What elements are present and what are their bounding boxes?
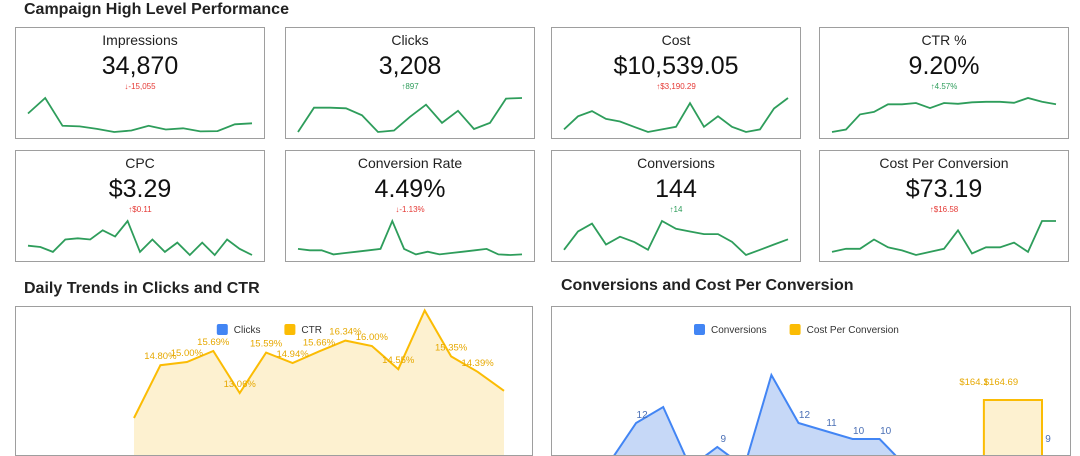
- ctr-data-label: 16.00%: [356, 332, 389, 343]
- kpi-sparkline: [296, 215, 524, 259]
- conversions-data-label: 10: [880, 426, 892, 437]
- kpi-card: Conversions 144↑14: [551, 150, 801, 262]
- sparkline-line: [832, 221, 1056, 255]
- kpi-delta: ↓-15,055: [16, 82, 264, 91]
- conversions-cost-panel: Conversions Cost Per Conversion 12 9 12 11 10 1…: [551, 306, 1071, 456]
- ctr-data-label: 14.39%: [461, 358, 494, 369]
- conversions-data-label: 10: [853, 426, 865, 437]
- right-chart-title: Conversions and Cost Per Conversion: [561, 277, 854, 295]
- kpi-label: Clicks: [286, 32, 534, 48]
- kpi-delta: ↑$3,190.29: [552, 82, 800, 91]
- sparkline-line: [298, 221, 522, 255]
- kpi-value: 34,870: [16, 52, 264, 81]
- kpi-sparkline: [296, 92, 524, 136]
- ctr-data-label: 15.59%: [250, 339, 283, 350]
- conversions-data-label: 9: [1045, 434, 1051, 445]
- kpi-card: Cost $10,539.05↑$3,190.29: [551, 27, 801, 139]
- cost-per-conversion-area: [984, 400, 1042, 456]
- kpi-sparkline: [830, 92, 1058, 136]
- kpi-label: CTR %: [820, 32, 1068, 48]
- kpi-card: Clicks 3,208↑897: [285, 27, 535, 139]
- sparkline-line: [564, 98, 788, 132]
- kpi-sparkline: [26, 215, 254, 259]
- kpi-delta: ↓-1.13%: [286, 205, 534, 214]
- kpi-delta: ↑897: [286, 82, 534, 91]
- sparkline-line: [28, 221, 252, 255]
- kpi-card: CTR % 9.20%↑4.57%: [819, 27, 1069, 139]
- kpi-label: Conversions: [552, 155, 800, 171]
- legend-swatch: [790, 324, 801, 335]
- left-chart-title: Daily Trends in Clicks and CTR: [24, 280, 260, 298]
- kpi-sparkline: [562, 92, 790, 136]
- kpi-delta: ↑$16.58: [820, 205, 1068, 214]
- kpi-label: Cost Per Conversion: [820, 155, 1068, 171]
- kpi-value: 144: [552, 175, 800, 204]
- legend-label: Conversions: [711, 325, 767, 336]
- conversions-data-label: 12: [637, 410, 649, 421]
- cost-per-conversion-data-label: $164.69: [984, 377, 1018, 388]
- ctr-data-label: 15.35%: [435, 342, 468, 353]
- section-title: Campaign High Level Performance: [24, 1, 289, 19]
- kpi-delta: ↑14: [552, 205, 800, 214]
- kpi-value: $73.19: [820, 175, 1068, 204]
- ctr-data-label: 13.06%: [224, 379, 257, 390]
- legend-swatch: [217, 324, 228, 335]
- kpi-label: Conversion Rate: [286, 155, 534, 171]
- kpi-label: Cost: [552, 32, 800, 48]
- ctr-data-label: 15.69%: [197, 337, 230, 348]
- kpi-card: Impressions 34,870↓-15,055: [15, 27, 265, 139]
- ctr-data-label: 15.00%: [171, 348, 204, 359]
- sparkline-line: [298, 98, 522, 132]
- kpi-value: $3.29: [16, 175, 264, 204]
- kpi-value: $10,539.05: [552, 52, 800, 81]
- kpi-delta: ↑4.57%: [820, 82, 1068, 91]
- legend-label: Clicks: [234, 325, 261, 336]
- conversions-cost-chart: Conversions Cost Per Conversion 12 9 12 11 10 1…: [552, 307, 1071, 456]
- kpi-value: 4.49%: [286, 175, 534, 204]
- conversions-data-label: 11: [826, 418, 837, 429]
- conversions-data-label: 9: [721, 434, 727, 445]
- sparkline-line: [28, 98, 252, 132]
- kpi-card: Conversion Rate 4.49%↓-1.13%: [285, 150, 535, 262]
- kpi-card: Cost Per Conversion $73.19↑$16.58: [819, 150, 1069, 262]
- kpi-value: 3,208: [286, 52, 534, 81]
- kpi-sparkline: [830, 215, 1058, 259]
- kpi-label: Impressions: [16, 32, 264, 48]
- legend-label: Cost Per Conversion: [807, 325, 899, 336]
- sparkline-line: [564, 221, 788, 255]
- sparkline-line: [832, 98, 1056, 132]
- kpi-label: CPC: [16, 155, 264, 171]
- kpi-delta: ↑$0.11: [16, 205, 264, 214]
- kpi-sparkline: [562, 215, 790, 259]
- legend-label: CTR: [301, 325, 322, 336]
- ctr-data-label: 15.66%: [303, 337, 336, 348]
- ctr-data-label: 14.55%: [382, 355, 415, 366]
- legend-swatch: [694, 324, 705, 335]
- kpi-sparkline: [26, 92, 254, 136]
- ctr-data-label: 14.94%: [276, 349, 309, 360]
- kpi-value: 9.20%: [820, 52, 1068, 81]
- legend-swatch: [284, 324, 295, 335]
- kpi-card: CPC $3.29↑$0.11: [15, 150, 265, 262]
- conversions-data-label: 12: [799, 410, 811, 421]
